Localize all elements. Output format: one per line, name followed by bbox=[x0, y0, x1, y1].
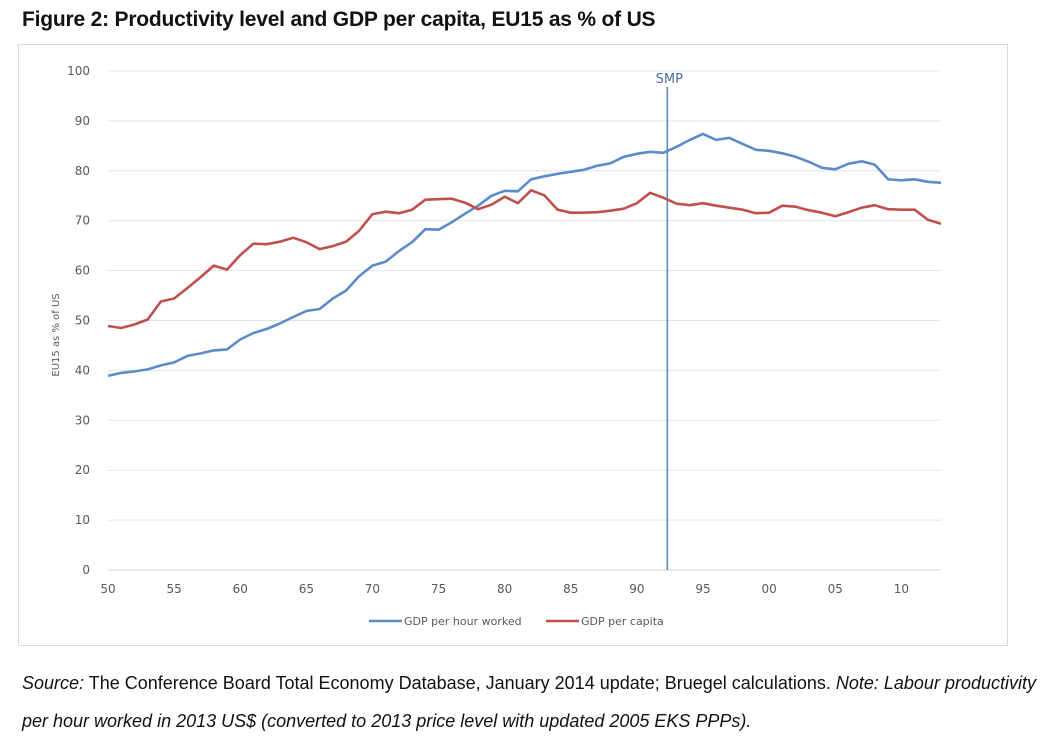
gridlines bbox=[108, 70, 941, 571]
legend-label: GDP per capita bbox=[581, 615, 664, 628]
source-note: Source: The Conference Board Total Econo… bbox=[22, 664, 1042, 740]
y-tick-label: 10 bbox=[75, 513, 90, 527]
series-line-gdp-per-capita bbox=[107, 189, 942, 330]
legend-label: GDP per hour worked bbox=[404, 615, 522, 628]
source-text: The Conference Board Total Economy Datab… bbox=[84, 673, 836, 693]
source-label: Source: bbox=[22, 673, 85, 693]
y-tick-label: 90 bbox=[75, 114, 90, 128]
x-tick-label: 75 bbox=[431, 582, 446, 596]
x-tick-label: 80 bbox=[497, 582, 512, 596]
x-axis-ticks: 50 55 60 65 70 75 80 85 90 95 00 05 10 bbox=[100, 582, 909, 596]
y-tick-label: 20 bbox=[75, 463, 90, 477]
x-tick-label: 90 bbox=[629, 582, 644, 596]
y-tick-label: 40 bbox=[75, 363, 90, 377]
y-tick-label: 0 bbox=[82, 563, 90, 577]
y-axis-label: EU15 as % of US bbox=[51, 293, 62, 376]
x-tick-label: 55 bbox=[166, 582, 181, 596]
y-tick-label: 80 bbox=[75, 164, 90, 178]
x-tick-label: 05 bbox=[828, 582, 843, 596]
series-line-gdp-per-hour-worked bbox=[107, 132, 942, 378]
x-tick-label: 50 bbox=[100, 582, 115, 596]
y-tick-label: 50 bbox=[75, 314, 90, 328]
x-tick-label: 00 bbox=[761, 582, 776, 596]
y-tick-label: 100 bbox=[67, 64, 90, 78]
figure-title: Figure 2: Productivity level and GDP per… bbox=[22, 8, 656, 31]
y-tick-label: 70 bbox=[75, 214, 90, 228]
y-axis-ticks: 0 10 20 30 40 50 60 70 80 90 100 bbox=[67, 64, 90, 577]
x-tick-label: 70 bbox=[365, 582, 380, 596]
note-label: Note: bbox=[835, 673, 879, 693]
x-tick-label: 10 bbox=[894, 582, 909, 596]
legend: GDP per hour worked GDP per capita bbox=[369, 615, 664, 628]
series-lines bbox=[107, 132, 942, 378]
x-tick-label: 85 bbox=[563, 582, 578, 596]
y-tick-label: 30 bbox=[75, 413, 90, 427]
chart-frame: 0 10 20 30 40 50 60 70 80 90 100 50 55 60 65 70 75 80 85 9… bbox=[18, 44, 1008, 646]
note-text: Labour productivity per hour worked in 2… bbox=[22, 673, 1036, 731]
x-tick-label: 95 bbox=[695, 582, 710, 596]
x-tick-label: 65 bbox=[299, 582, 314, 596]
line-chart: 0 10 20 30 40 50 60 70 80 90 100 50 55 60 65 70 75 80 85 9… bbox=[51, 64, 942, 628]
y-tick-label: 60 bbox=[75, 264, 90, 278]
smp-label: SMP bbox=[656, 72, 683, 87]
smp-annotation: SMP bbox=[656, 72, 683, 570]
x-tick-label: 60 bbox=[233, 582, 248, 596]
